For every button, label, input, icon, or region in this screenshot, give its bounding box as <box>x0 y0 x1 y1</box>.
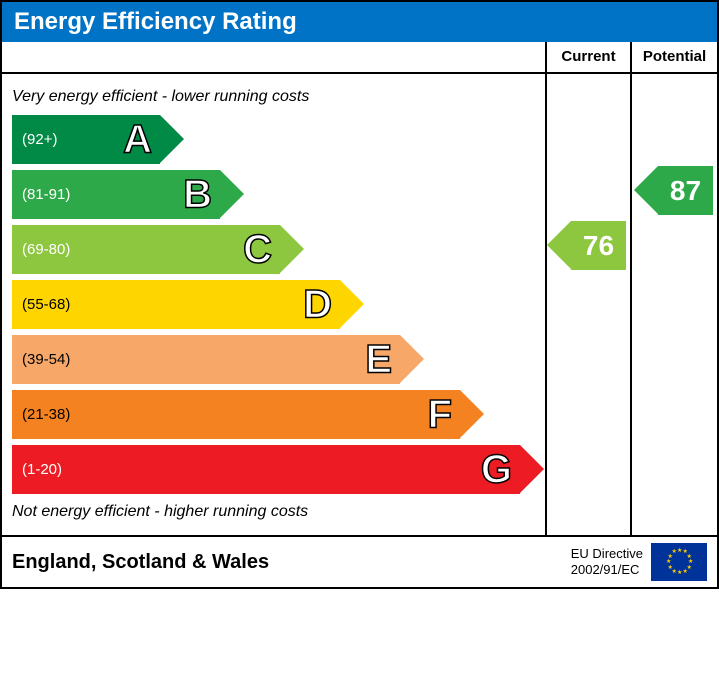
band-row-e: (39-54)E <box>2 332 545 387</box>
header-spacer <box>2 42 547 72</box>
band-letter-e: E <box>365 337 392 382</box>
band-range-g: (1-20) <box>12 461 520 478</box>
eu-star-icon: ★ <box>666 560 670 564</box>
title-bar: Energy Efficiency Rating <box>2 2 717 42</box>
band-range-d: (55-68) <box>12 296 340 313</box>
band-range-f: (21-38) <box>12 406 460 423</box>
band-bar-d: (55-68)D <box>12 280 340 329</box>
band-row-b: (81-91)B <box>2 167 545 222</box>
eu-star-icon: ★ <box>677 571 681 575</box>
title-text: Energy Efficiency Rating <box>14 8 297 35</box>
band-letter-b: B <box>183 172 212 217</box>
eu-star-icon: ★ <box>667 555 671 559</box>
header-potential: Potential <box>632 42 717 72</box>
eu-star-icon: ★ <box>687 555 691 559</box>
band-bar-g: (1-20)G <box>12 445 520 494</box>
eu-star-icon: ★ <box>672 550 676 554</box>
current-column: 76#current-col .score-arrow::before{bord… <box>547 74 632 535</box>
band-bar-a: (92+)A <box>12 115 160 164</box>
eu-star-icon: ★ <box>688 560 692 564</box>
potential-column: 87#potential-col .score-arrow::before{bo… <box>632 74 717 535</box>
band-bar-c: (69-80)C <box>12 225 280 274</box>
potential-score-arrow: 87#potential-col .score-arrow::before{bo… <box>658 166 713 215</box>
eu-flag-icon: ★★★★★★★★★★★★ <box>651 543 707 581</box>
band-letter-g: G <box>481 447 512 492</box>
main-area: Very energy efficient - lower running co… <box>2 74 717 537</box>
directive-line2: 2002/91/EC <box>571 562 640 577</box>
caption-bottom: Not energy efficient - higher running co… <box>2 497 545 527</box>
band-row-g: (1-20)G <box>2 442 545 497</box>
footer-region: England, Scotland & Wales <box>12 551 571 574</box>
bands-column: Very energy efficient - lower running co… <box>2 74 547 535</box>
band-range-e: (39-54) <box>12 351 400 368</box>
band-letter-c: C <box>243 227 272 272</box>
band-arrow-tip-b <box>220 170 244 218</box>
band-arrow-tip-g <box>520 445 544 493</box>
eu-star-icon: ★ <box>677 549 681 553</box>
band-arrow-tip-c <box>280 225 304 273</box>
band-row-f: (21-38)F <box>2 387 545 442</box>
band-range-c: (69-80) <box>12 241 280 258</box>
current-score-arrow: 76#current-col .score-arrow::before{bord… <box>571 221 626 270</box>
band-row-a: (92+)A <box>2 112 545 167</box>
band-letter-d: D <box>303 282 332 327</box>
band-arrow-tip-d <box>340 280 364 328</box>
header-row: Current Potential <box>2 42 717 74</box>
band-row-c: (69-80)C <box>2 222 545 277</box>
band-arrow-tip-e <box>400 335 424 383</box>
band-letter-f: F <box>428 392 452 437</box>
band-bar-f: (21-38)F <box>12 390 460 439</box>
band-letter-a: A <box>123 117 152 162</box>
caption-top: Very energy efficient - lower running co… <box>2 82 545 112</box>
eu-star-icon: ★ <box>683 570 687 574</box>
band-arrow-tip-f <box>460 390 484 438</box>
bands-holder: (92+)A (81-91)B (69-80)C (55-68)D (39-54)E (2… <box>2 112 545 497</box>
band-bar-e: (39-54)E <box>12 335 400 384</box>
eu-star-icon: ★ <box>667 566 671 570</box>
band-bar-b: (81-91)B <box>12 170 220 219</box>
directive-line1: EU Directive <box>571 546 643 561</box>
band-arrow-tip-a <box>160 115 184 163</box>
band-row-d: (55-68)D <box>2 277 545 332</box>
epc-container: Energy Efficiency Rating Current Potenti… <box>0 0 719 589</box>
footer-row: England, Scotland & Wales EU Directive 2… <box>2 537 717 587</box>
header-current: Current <box>547 42 632 72</box>
footer-directive: EU Directive 2002/91/EC <box>571 546 643 577</box>
